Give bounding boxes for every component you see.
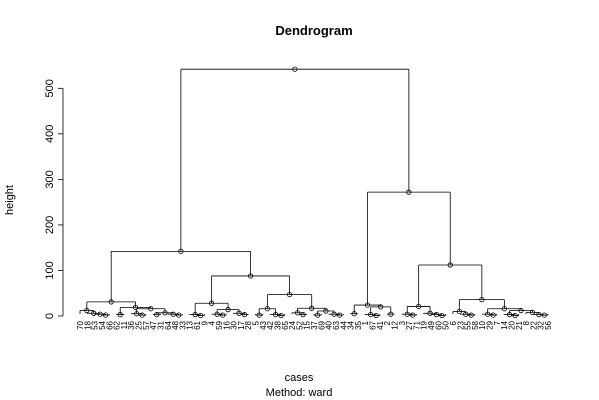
leaf-label: 65 [281,320,290,329]
y-tick-label: 500 [44,79,56,97]
leaf-label: 27 [405,320,414,329]
leaf-label: 3 [398,320,407,325]
leaf-label: 2 [383,320,392,325]
leaf-label: 62 [113,320,122,329]
leaf-label: 64 [164,320,173,329]
merge-point [292,66,298,72]
leaf-label: 7 [493,320,502,325]
y-axis-label: height [4,185,16,215]
merge-point [198,312,204,319]
leaf-label: 40 [325,320,334,329]
leaf-label: 33 [178,320,187,329]
leaf-label: 10 [478,320,487,329]
leaf-label: 22 [529,320,538,329]
leaf-label: 58 [471,320,480,329]
y-tick-label: 400 [44,125,56,143]
merge-point [278,312,284,319]
leaf-label: 37 [310,320,319,329]
merge-point [373,312,379,319]
leaf-label: 20 [507,320,516,329]
leaf-label: 54 [98,320,107,329]
merge-point [219,312,226,318]
y-tick-label: 100 [44,261,56,279]
leaf-label: 41 [376,320,385,329]
leaf-label: 31 [156,320,165,329]
leaf-label: 36 [127,320,136,329]
leaf-label: 69 [317,320,326,329]
leaf-label: 48 [171,320,180,329]
leaf-label: 19 [420,320,429,329]
leaf-label: 16 [222,320,231,329]
leaf-label: 15 [303,320,312,329]
y-tick-label: 200 [44,216,56,234]
leaf-label: 35 [354,320,363,329]
merge-point [102,312,109,318]
leaf-label: 11 [120,320,129,329]
merge-point [336,312,343,318]
leaf-label: 59 [215,320,224,329]
leaf-label: 57 [142,320,151,329]
merge-point [148,306,154,312]
merge-point [433,312,440,318]
leaf-label: 29 [486,320,495,329]
leaf-label: 5 [252,320,261,325]
leaf-label: 61 [193,320,202,329]
merge-point [97,311,103,317]
leaf-label: 55 [464,320,473,329]
leaf-label: 38 [273,320,282,329]
leaf-label: 43 [259,320,268,329]
leaf-label: 56 [544,320,553,329]
leaf-label: 12 [390,320,399,329]
merge-point [139,312,145,318]
leaf-label: 60 [434,320,443,329]
leaf-label: 8 [522,320,531,325]
leaf-label: 52 [295,320,304,329]
leaf-label: 67 [369,320,378,329]
merge-point [512,312,518,319]
x-axis-label: cases [285,372,314,384]
leaf-label: 30 [230,320,239,329]
leaf-label: 44 [339,320,348,329]
leaf-label: 17 [237,320,246,329]
leaf-label: 18 [83,320,92,329]
y-tick-label: 0 [44,313,56,319]
leaf-label: 23 [456,320,465,329]
merge-point [176,312,182,318]
leaf-label: 24 [288,320,297,329]
merge-point [439,312,445,319]
leaf-label: 9 [200,320,209,325]
merge-point [241,312,248,318]
leaf-label: 50 [442,320,451,329]
leaf-label: 53 [91,320,100,329]
chart-title: Dendrogram [275,23,352,38]
subtitle: Method: ward [266,387,333,399]
merge-point [541,312,547,318]
leaf-label: 21 [515,320,524,329]
leaf-label: 28 [244,320,253,329]
leaf-label: 47 [149,320,158,329]
leaf-label: 70 [76,320,85,329]
leaf-label: 1 [361,320,370,325]
leaf-label: 32 [537,320,546,329]
merge-point [468,312,474,318]
merge-point [490,312,496,318]
leaf-label: 13 [186,320,195,329]
leaf-label: 49 [427,320,436,329]
leaf-label: 34 [347,320,356,329]
leaf-label: 25 [135,320,144,329]
leaf-label: 14 [500,320,509,329]
y-tick-label: 300 [44,170,56,188]
merge-point [410,312,416,318]
leaf-label: 63 [332,320,341,329]
leaf-label: 4 [208,320,217,325]
leaf-label: 42 [266,320,275,329]
leaf-label: 71 [412,320,421,329]
leaf-label: 66 [105,320,114,329]
merge-point [170,311,176,317]
leaf-label: 6 [449,320,458,325]
